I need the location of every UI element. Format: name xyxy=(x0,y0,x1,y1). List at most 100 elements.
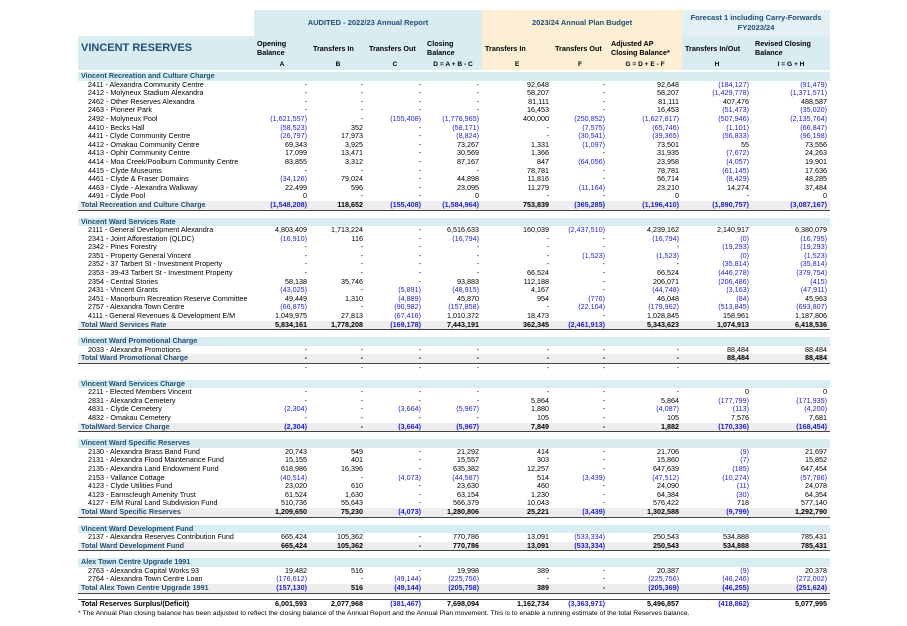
cell-value: 5,864 xyxy=(661,396,680,405)
cell-value: - xyxy=(360,575,363,584)
cell-value: 1,162,734 xyxy=(482,598,553,609)
cell-value: - xyxy=(360,303,363,312)
cell-value: 55 xyxy=(741,140,750,149)
cell-value: 105 xyxy=(667,413,680,422)
group-forecast: Forecast 1 including Carry-Forwards FY20… xyxy=(682,10,831,36)
cell-value: 3,312 xyxy=(345,157,363,166)
cell-value: (7,672) xyxy=(726,149,750,158)
cell-value: (155,408) xyxy=(390,114,421,123)
cell-value: (3,664) xyxy=(366,422,424,433)
cell-value: - xyxy=(418,80,421,89)
cell-value: - xyxy=(676,345,680,354)
cell-value: (379,754) xyxy=(796,269,828,278)
cell-value: 92,648 xyxy=(657,80,680,89)
cell-value: 45,963 xyxy=(805,294,828,303)
cell-value: (44,587) xyxy=(452,473,480,482)
cell-value: 58,207 xyxy=(527,89,550,98)
cell-value: 4,803,409 xyxy=(275,226,307,235)
row-label: 4491 - Clyde Pool xyxy=(88,192,146,201)
cell-value: 610 xyxy=(351,482,363,491)
cell-value: 1,302,588 xyxy=(608,507,683,518)
table-row: 4123 - Earnscleugh Amenity Trust 61,524 1,… xyxy=(78,491,830,500)
cell-value: 64,384 xyxy=(657,490,680,499)
cell-value: (1,429,778) xyxy=(712,89,750,98)
cell-value: (4,057) xyxy=(726,157,750,166)
row-label: 4413 - Ophir Community Centre xyxy=(88,149,190,158)
cell-value: - xyxy=(418,413,421,422)
cell-value: - xyxy=(418,166,421,175)
table-row: 4832 - Omakau Cemetery - - - - 105 - 105 7,576 7,… xyxy=(78,414,830,423)
cell-value: 158,961 xyxy=(723,312,750,321)
cell-value: - xyxy=(418,243,421,252)
cell-value: 206,071 xyxy=(653,277,680,286)
cell-value: 362,345 xyxy=(482,320,553,331)
cell-value: - xyxy=(360,269,363,278)
row-label: Total Reserves Surplus/(Deficit) xyxy=(78,598,254,609)
row-label: 2342 - Pines Forestry xyxy=(88,243,157,252)
cell-value: - xyxy=(476,388,480,397)
cell-value: 0 xyxy=(823,388,828,397)
cell-value: 770,786 xyxy=(453,533,480,542)
cell-value: 46,048 xyxy=(657,294,680,303)
cell-value: - xyxy=(546,388,550,397)
cell-value: - xyxy=(360,97,363,106)
cell-value: (46,246) xyxy=(722,575,750,584)
cell-value: 22,499 xyxy=(285,183,307,192)
cell-value: - xyxy=(476,97,480,106)
cell-value: 12,257 xyxy=(527,464,550,473)
cell-value: (35,020) xyxy=(800,106,828,115)
cell-value: 303 xyxy=(537,456,550,465)
row-label: 2352 - 37 Tarbert St - Investment Proper… xyxy=(88,260,223,269)
cell-value: (22,104) xyxy=(578,303,606,312)
cell-value: (776) xyxy=(588,294,606,303)
row-label: 4831 - Clyde Cemetery xyxy=(88,405,162,414)
cell-value: 596 xyxy=(351,183,363,192)
cell-value: 88,484 xyxy=(727,345,750,354)
cell-value: 20,387 xyxy=(657,566,680,575)
cell-value: (4,073) xyxy=(366,507,424,518)
table-row: 2451 - Manorburn Recreation Reserve Comm… xyxy=(78,295,830,304)
cell-value: 510,736 xyxy=(281,499,307,508)
cell-value: - xyxy=(418,183,421,192)
cell-value: (1,196,410) xyxy=(608,200,683,211)
col-letter-e: E xyxy=(482,60,553,71)
grand-total-row: Total Reserves Surplus/(Deficit) 6,001,59… xyxy=(78,598,831,609)
table-row: 4413 - Ophir Community Centre 17,099 13,47… xyxy=(78,149,830,158)
cell-value: - xyxy=(360,80,363,89)
cell-value: 4,167 xyxy=(531,286,550,295)
cell-value: 21,706 xyxy=(657,447,680,456)
cell-value: - xyxy=(602,234,606,243)
cell-value: 5,496,857 xyxy=(608,598,683,609)
table-row: 4415 - Clyde Museums - - - - 78,781 - 78,781 (61… xyxy=(78,167,830,176)
col-header-ap-transfers-in: Transfers In xyxy=(482,36,553,60)
cell-value: 13,471 xyxy=(341,149,363,158)
cell-value: 7,443,191 xyxy=(424,320,483,331)
cell-value: (1,890,757) xyxy=(682,200,753,211)
table-row: 4412 - Omakau Community Centre 69,343 3,92… xyxy=(78,141,830,150)
cell-value: (48,915) xyxy=(452,286,480,295)
cell-value: 87,167 xyxy=(457,157,480,166)
row-label: Total Recreation and Culture Charge xyxy=(78,200,254,211)
cell-value: - xyxy=(676,243,680,252)
cell-value: 1,209,650 xyxy=(254,507,310,518)
cell-value: 56,714 xyxy=(657,175,680,184)
cell-value: (507,946) xyxy=(718,114,750,123)
cell-value: 7,681 xyxy=(809,413,828,422)
row-label: 2462 - Other Reserves Alexandra xyxy=(88,97,195,106)
cell-value: (19,293) xyxy=(800,243,828,252)
cell-value: (7,575) xyxy=(582,123,606,132)
cell-value: - xyxy=(602,405,606,414)
cell-value: 15,852 xyxy=(805,456,828,465)
cell-value: 516 xyxy=(351,566,363,575)
cell-value: - xyxy=(366,541,424,552)
cell-value: (56,833) xyxy=(722,132,750,141)
table-row: 2412 - Molyneux Stadium Alexandra - - - - 58,… xyxy=(78,89,830,98)
cell-value xyxy=(752,364,830,373)
table-row: 2342 - Pines Forestry - - - - - - - (19,293) (19,… xyxy=(78,243,830,252)
cell-value: 1,010,372 xyxy=(447,312,480,321)
table-row: 2111 - General Development Alexandra 4,80… xyxy=(78,226,830,235)
cell-value: - xyxy=(254,354,310,365)
cell-value: - xyxy=(418,464,421,473)
cell-value: - xyxy=(304,363,307,372)
cell-value: - xyxy=(546,251,550,260)
